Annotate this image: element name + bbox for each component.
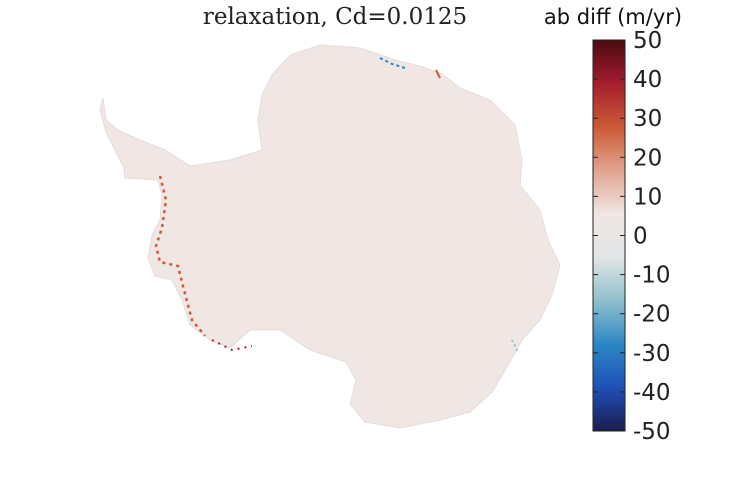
colorbar-tick-label: -50 <box>633 419 671 445</box>
colorbar-tick-label: 10 <box>633 184 662 210</box>
colorbar: 50 40 30 20 10 0 -10 -20 -30 -40 -50 <box>592 28 671 445</box>
colorbar-tick-label: -20 <box>633 302 671 328</box>
colorbar-tick-label: 50 <box>633 28 662 54</box>
colorbar-tick-label: -10 <box>633 263 671 289</box>
colorbar-tick-label: 30 <box>633 106 662 132</box>
colorbar-tick-label: 20 <box>633 145 662 171</box>
coastal-anomaly-dml <box>379 57 406 69</box>
colorbar-ticks: 50 40 30 20 10 0 -10 -20 -30 -40 -50 <box>593 28 671 445</box>
coastal-anomaly-northeast <box>435 69 441 79</box>
colorbar-label: ab diff (m/yr) <box>543 5 683 29</box>
chart-title: relaxation, Cd=0.0125 <box>202 4 468 30</box>
coastal-anomaly-amundsen <box>211 339 253 352</box>
colorbar-tick-label: 0 <box>633 224 648 250</box>
colorbar-tick-label: 40 <box>633 67 662 93</box>
antarctica-landmass <box>99 44 561 429</box>
antarctica-map <box>99 44 561 429</box>
coastal-anomaly-wilkes <box>511 339 519 353</box>
colorbar-tick-label: -30 <box>633 341 671 367</box>
colorbar-tick-label: -40 <box>633 380 671 406</box>
